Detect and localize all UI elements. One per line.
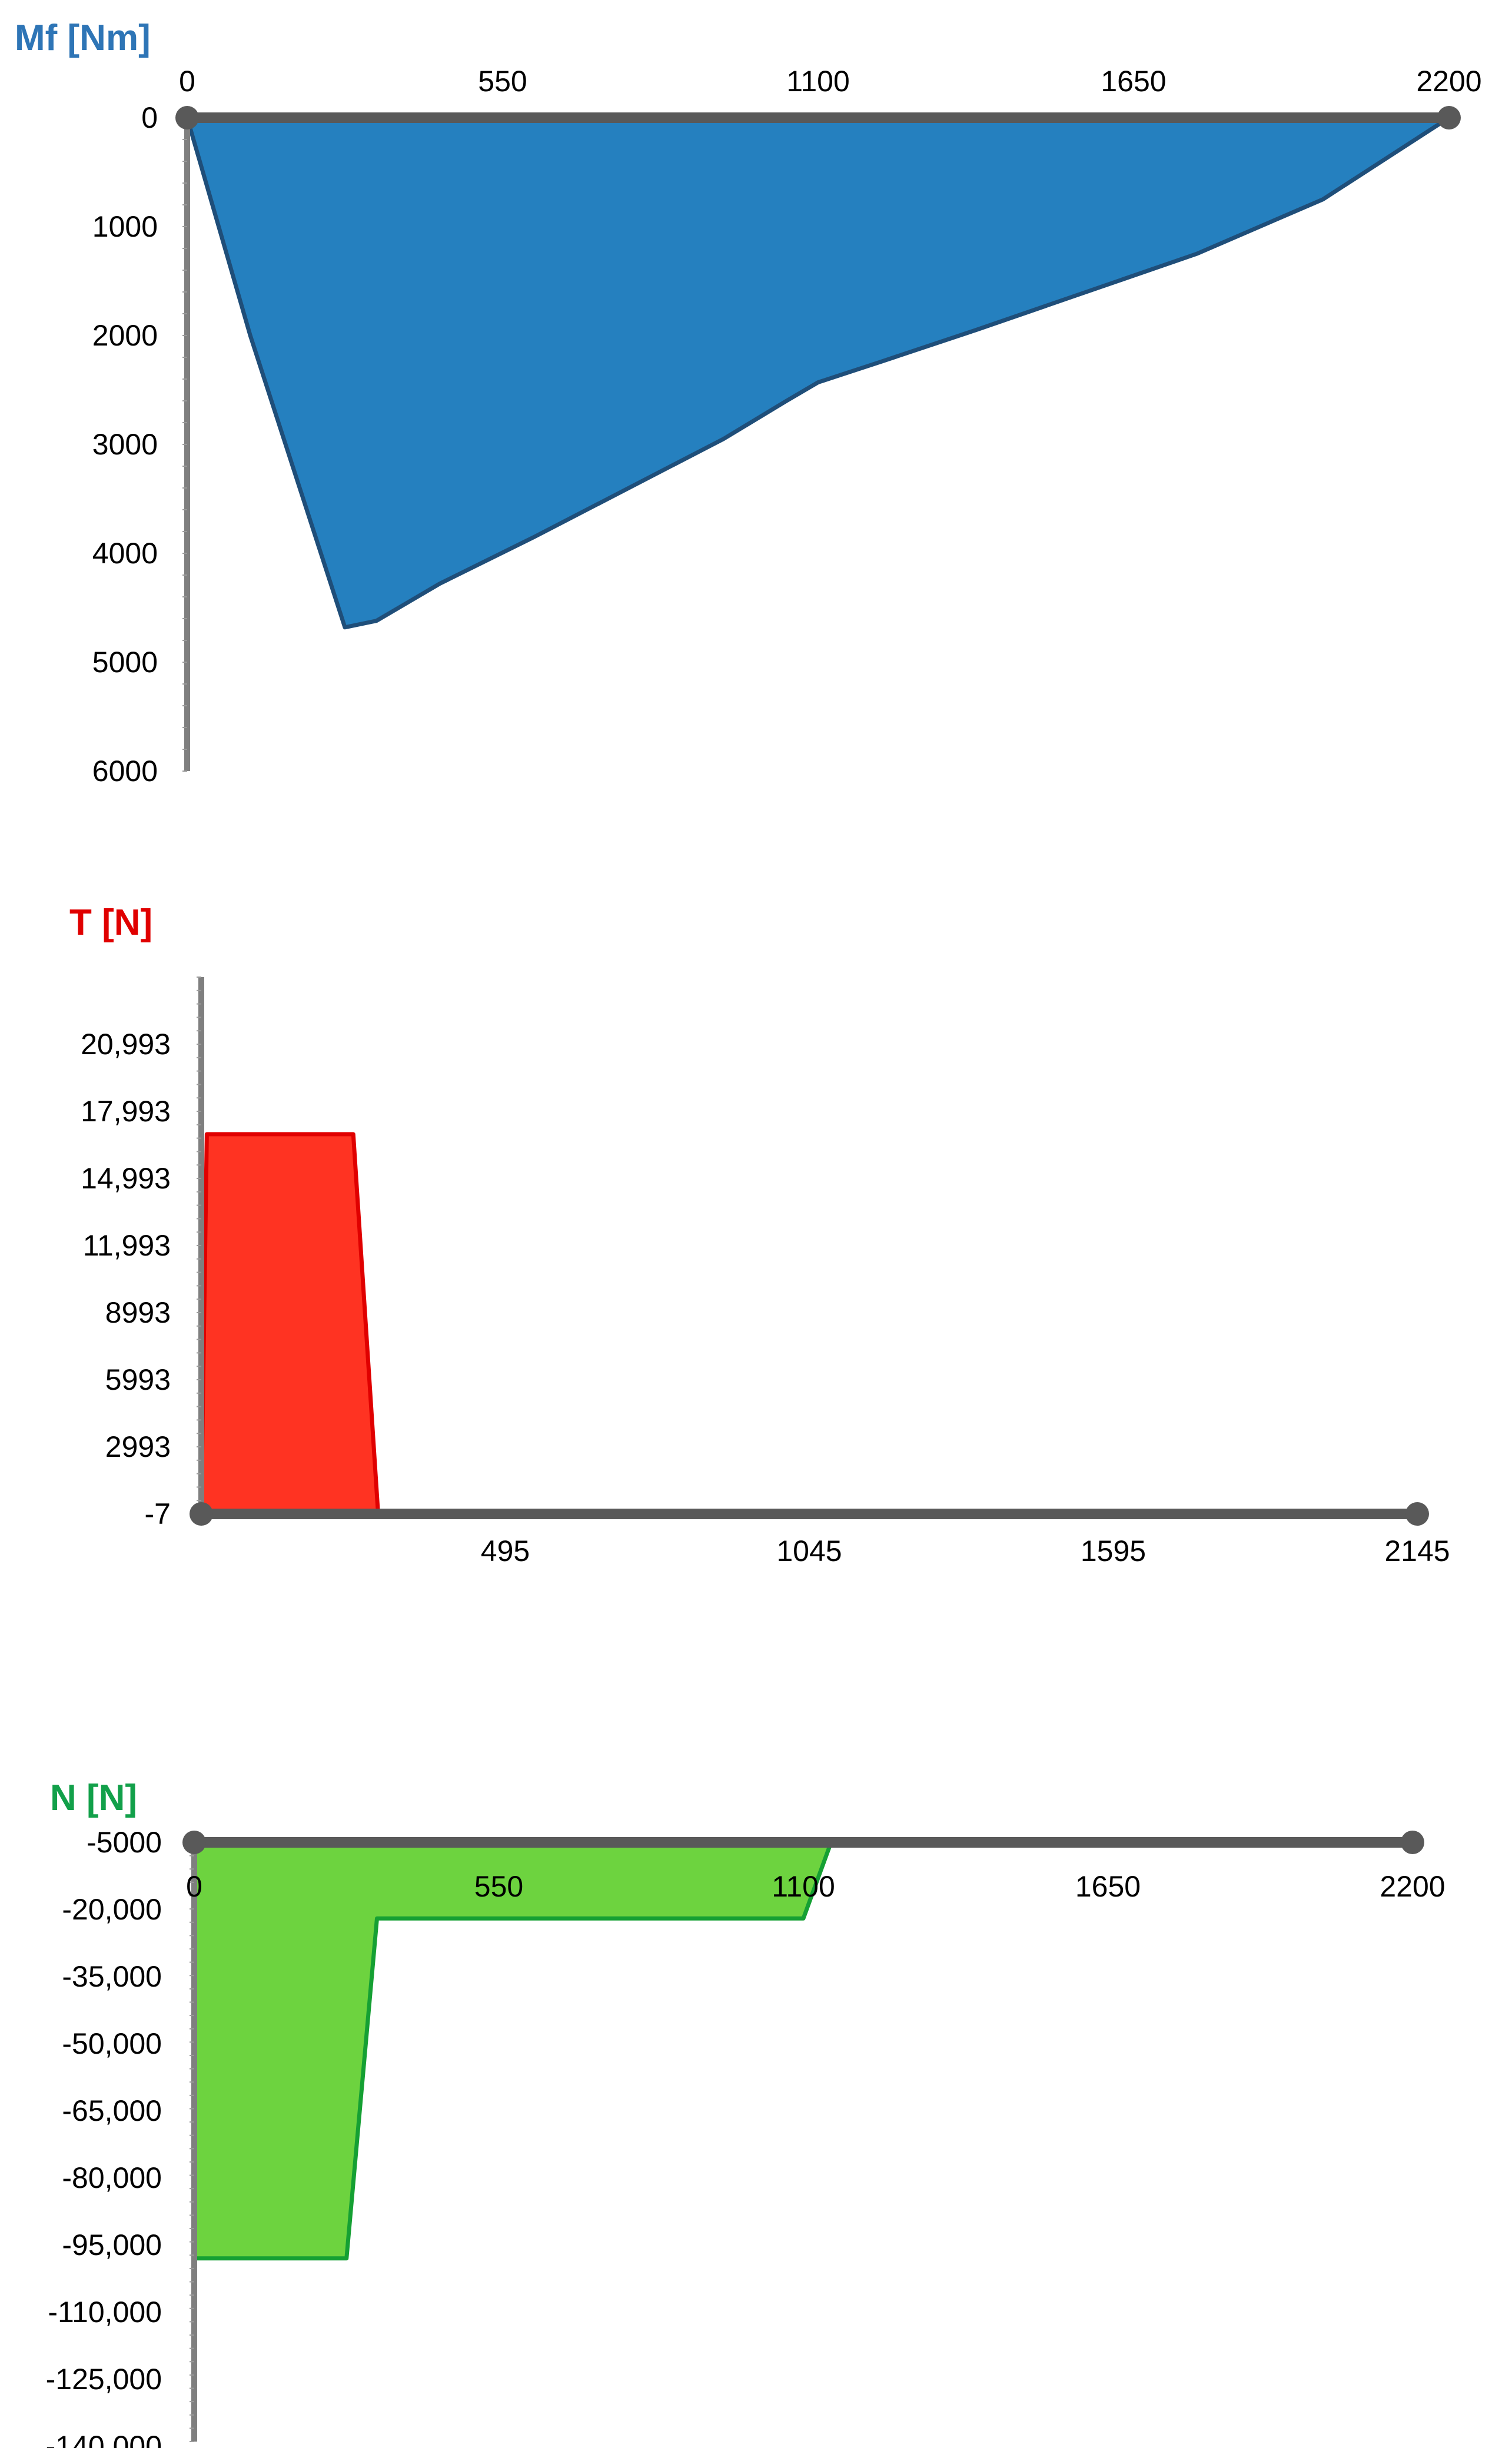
shear-force-y-tick-label: 2993 (105, 1430, 171, 1463)
axial-force-axis-end-dot (1401, 1831, 1424, 1854)
axial-force-title: N [N] (50, 1778, 137, 1818)
shear-force-area (199, 1132, 381, 1516)
axial-force-axis-start-dot (182, 1831, 206, 1854)
shear-force-axis-end-dot (1405, 1502, 1429, 1526)
axial-force-y-tick-label: -110,000 (48, 2296, 162, 2329)
shear-force-chart: 495 1045 1595 2145 -7 2993 5993 8993 11,993 14,99… (69, 902, 1450, 1567)
shear-force-x-tick-label: 1595 (1081, 1535, 1146, 1567)
bending-moment-y-tick-label: 5000 (92, 646, 158, 679)
bending-moment-chart: 0 550 1100 1650 2200 0 1000 2000 3000 4000 5000 600… (15, 18, 1482, 788)
axial-force-chart: 0 550 1100 1650 2200 -5000 -20,000 -35,000 -50,0… (46, 1778, 1445, 2451)
shear-force-y-tick-label: 14,993 (81, 1162, 171, 1195)
shear-force-x-tick-label: 2145 (1384, 1535, 1450, 1567)
shear-force-x-tick-label: 495 (481, 1535, 530, 1567)
axial-force-area (192, 1840, 833, 2261)
axial-force-x-tick-label: 1650 (1075, 1870, 1141, 1903)
shear-force-y-tick-label: 17,993 (81, 1095, 171, 1128)
axial-force-y-tick-label: -80,000 (62, 2161, 162, 2194)
shear-force-y-tick-label: 20,993 (81, 1028, 171, 1061)
axial-force-y-tick-label: -140,000 (46, 2430, 162, 2448)
bending-moment-x-tick-label: 1650 (1101, 65, 1166, 98)
shear-force-y-tick-label: -7 (145, 1497, 171, 1530)
bending-moment-y-tick-label: 1000 (92, 210, 158, 243)
axial-force-y-tick-label: -5000 (87, 1826, 162, 1859)
axial-force-x-tick-label: 550 (474, 1870, 523, 1903)
bending-moment-y-tick-label: 4000 (92, 537, 158, 570)
axial-force-x-tick-label: 0 (186, 1870, 202, 1903)
shear-force-y-tick-label: 11,993 (83, 1229, 171, 1262)
axial-force-x-tick-label: 2200 (1380, 1870, 1445, 1903)
axial-force-y-tick-label: -35,000 (62, 1960, 162, 1993)
bending-moment-y-tick-label: 2000 (92, 319, 158, 352)
shear-force-y-tick-label: 8993 (105, 1296, 171, 1329)
bending-moment-axis-start-dot (175, 106, 199, 129)
bending-moment-title: Mf [Nm] (15, 18, 151, 58)
bending-moment-x-tick-label: 0 (179, 65, 195, 98)
shear-force-title: T [N] (69, 902, 152, 943)
bending-moment-x-tick-label: 1100 (786, 65, 850, 98)
bending-moment-y-tick-label: 0 (141, 101, 158, 134)
axial-force-y-tick-label: -95,000 (62, 2229, 162, 2261)
bending-moment-y-tick-label: 6000 (92, 755, 158, 788)
shear-force-y-tick-label: 5993 (105, 1363, 171, 1396)
bending-moment-y-tick-label: 3000 (92, 428, 158, 461)
shear-force-axis-start-dot (190, 1502, 213, 1526)
bending-moment-x-tick-label: 2200 (1416, 65, 1481, 98)
axial-force-y-tick-label: -50,000 (62, 2027, 162, 2060)
shear-force-x-tick-label: 1045 (776, 1535, 842, 1567)
bending-moment-axis-end-dot (1437, 106, 1461, 129)
axial-force-y-tick-label: -65,000 (62, 2094, 162, 2127)
axial-force-y-tick-label: -20,000 (62, 1893, 162, 1926)
bending-moment-area (185, 115, 1451, 630)
axial-force-y-tick-label: -125,000 (46, 2363, 162, 2396)
bending-moment-x-tick-label: 550 (478, 65, 527, 98)
axial-force-x-tick-label: 1100 (772, 1870, 835, 1903)
